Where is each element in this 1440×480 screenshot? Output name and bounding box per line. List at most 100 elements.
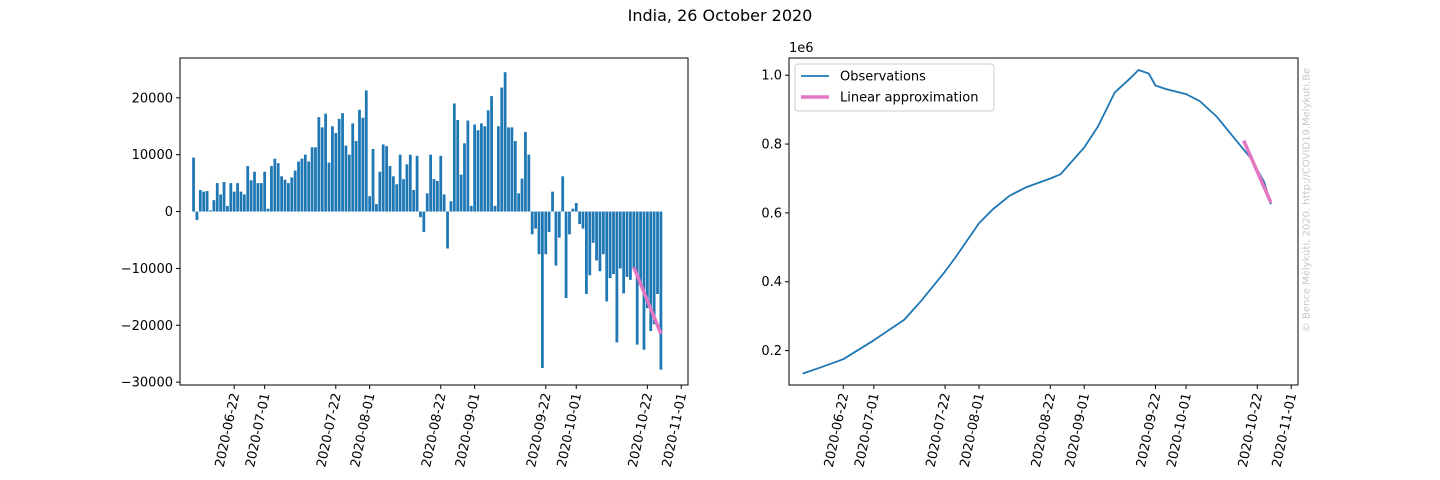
bar (259, 183, 263, 212)
line-chart-panel: 0.2 0.4 0.6 0.8 1.0 2020-06-22 2020-07-01 2020-… (761, 41, 1300, 469)
bar (513, 141, 517, 212)
bar (385, 146, 388, 212)
bar (327, 162, 331, 212)
bar (544, 211, 548, 255)
bar (551, 191, 554, 212)
bar (293, 170, 297, 212)
bar (273, 158, 277, 212)
watermark-text: © Bence Mélykúti, 2020. http://COVID19.M… (1301, 67, 1313, 333)
observations-line (802, 69, 1272, 375)
x-tick-label: 2020-10-22 (626, 392, 656, 469)
bar (564, 211, 568, 298)
bar (307, 161, 311, 212)
bar (375, 204, 378, 212)
bar (568, 211, 571, 235)
bar (280, 176, 283, 212)
bar (449, 201, 453, 212)
bar (371, 148, 375, 212)
bar (300, 158, 304, 212)
bar (198, 189, 202, 212)
bar (598, 211, 602, 272)
x-tick-label: 2020-07-22 (924, 392, 954, 469)
bar (297, 161, 300, 212)
bar (432, 179, 436, 212)
bar (473, 124, 477, 212)
bar (229, 183, 233, 212)
x-tick-label: 2020-06-22 (213, 392, 243, 469)
bar (442, 194, 446, 212)
bar (480, 123, 483, 212)
bar (212, 200, 216, 212)
bar (195, 211, 199, 221)
bar (270, 166, 273, 212)
bar (226, 205, 229, 212)
x-tick-label: 2020-08-22 (419, 392, 449, 469)
bar (253, 171, 256, 212)
bar (246, 166, 250, 212)
bar (439, 155, 443, 212)
bar (215, 183, 219, 212)
bar (639, 211, 642, 283)
axes-frame (788, 57, 1299, 386)
bar (645, 211, 649, 309)
bar (486, 110, 490, 212)
x-tick-label: 2020-06-22 (822, 392, 852, 469)
x-tick-label: 2020-09-01 (453, 392, 483, 469)
bar (361, 117, 365, 212)
bar (500, 87, 504, 212)
bar (266, 208, 270, 212)
bar (364, 90, 368, 212)
bar (595, 211, 598, 261)
x-tick-label: 2020-11-01 (1270, 392, 1300, 469)
x-tick-label: 2020-08-01 (348, 392, 378, 469)
bar (331, 126, 334, 212)
bar (632, 211, 636, 269)
bar (324, 113, 328, 212)
bar (608, 211, 612, 279)
x-tick-label: 2020-07-01 (852, 392, 882, 469)
y-tick-label: −30000 (121, 376, 173, 391)
x-tick-label: 2020-10-22 (1236, 392, 1266, 469)
y-tick-label: 1.0 (761, 69, 782, 84)
bar (642, 211, 646, 350)
bar (337, 118, 341, 212)
bar (463, 143, 466, 212)
bar (381, 144, 385, 212)
bar (412, 189, 416, 212)
x-tick-label: 2020-09-01 (1063, 392, 1093, 469)
bar (239, 191, 243, 212)
bar (537, 211, 541, 255)
bar (507, 127, 510, 212)
bar (236, 183, 239, 212)
bar (591, 211, 595, 243)
bar (483, 126, 487, 212)
bar (435, 180, 439, 212)
bar (534, 211, 537, 229)
bar (571, 208, 575, 212)
bar (656, 211, 659, 295)
bar (368, 196, 372, 212)
bar (527, 154, 531, 212)
bar (205, 191, 209, 212)
legend-label-observations: Observations (840, 70, 926, 85)
bar (286, 183, 290, 212)
x-tick-label: 2020-08-22 (1029, 392, 1059, 469)
bar (317, 117, 321, 212)
bar (347, 154, 351, 212)
bar (354, 141, 358, 212)
bar (561, 176, 565, 212)
bar (547, 211, 551, 233)
x-tick-label: 2020-07-22 (314, 392, 344, 469)
legend: Observations Linear approximation (794, 63, 995, 112)
bar (290, 177, 294, 212)
bar (314, 147, 317, 212)
x-tick-label: 2020-10-01 (1165, 392, 1195, 469)
x-tick-label: 2020-09-22 (524, 392, 554, 469)
x-tick-label: 2020-07-01 (243, 392, 273, 469)
x-tick-label: 2020-10-01 (555, 392, 585, 469)
bar (415, 155, 419, 212)
bar (398, 154, 402, 212)
bar (242, 194, 246, 212)
